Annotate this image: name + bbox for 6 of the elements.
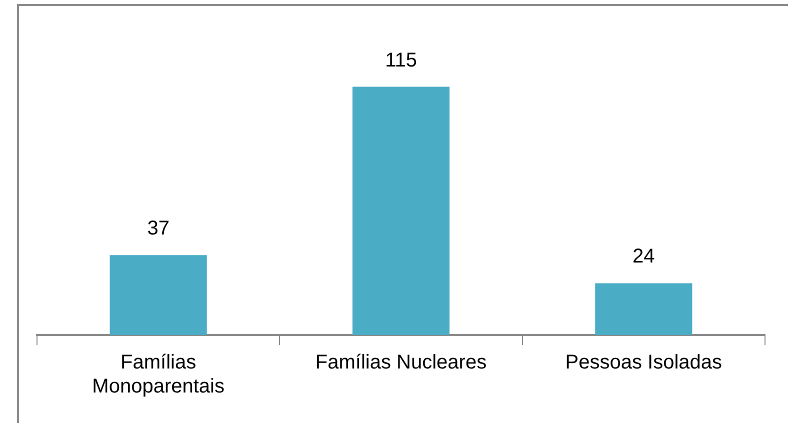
- x-tick-label: Famílias Monoparentais: [92, 352, 224, 398]
- data-label: 115: [385, 49, 417, 72]
- x-tick-label: Famílias Nucleares: [315, 352, 487, 374]
- x-tick-label: Pessoas Isoladas: [565, 352, 722, 374]
- data-label: 24: [632, 246, 655, 268]
- data-label: 37: [147, 218, 170, 240]
